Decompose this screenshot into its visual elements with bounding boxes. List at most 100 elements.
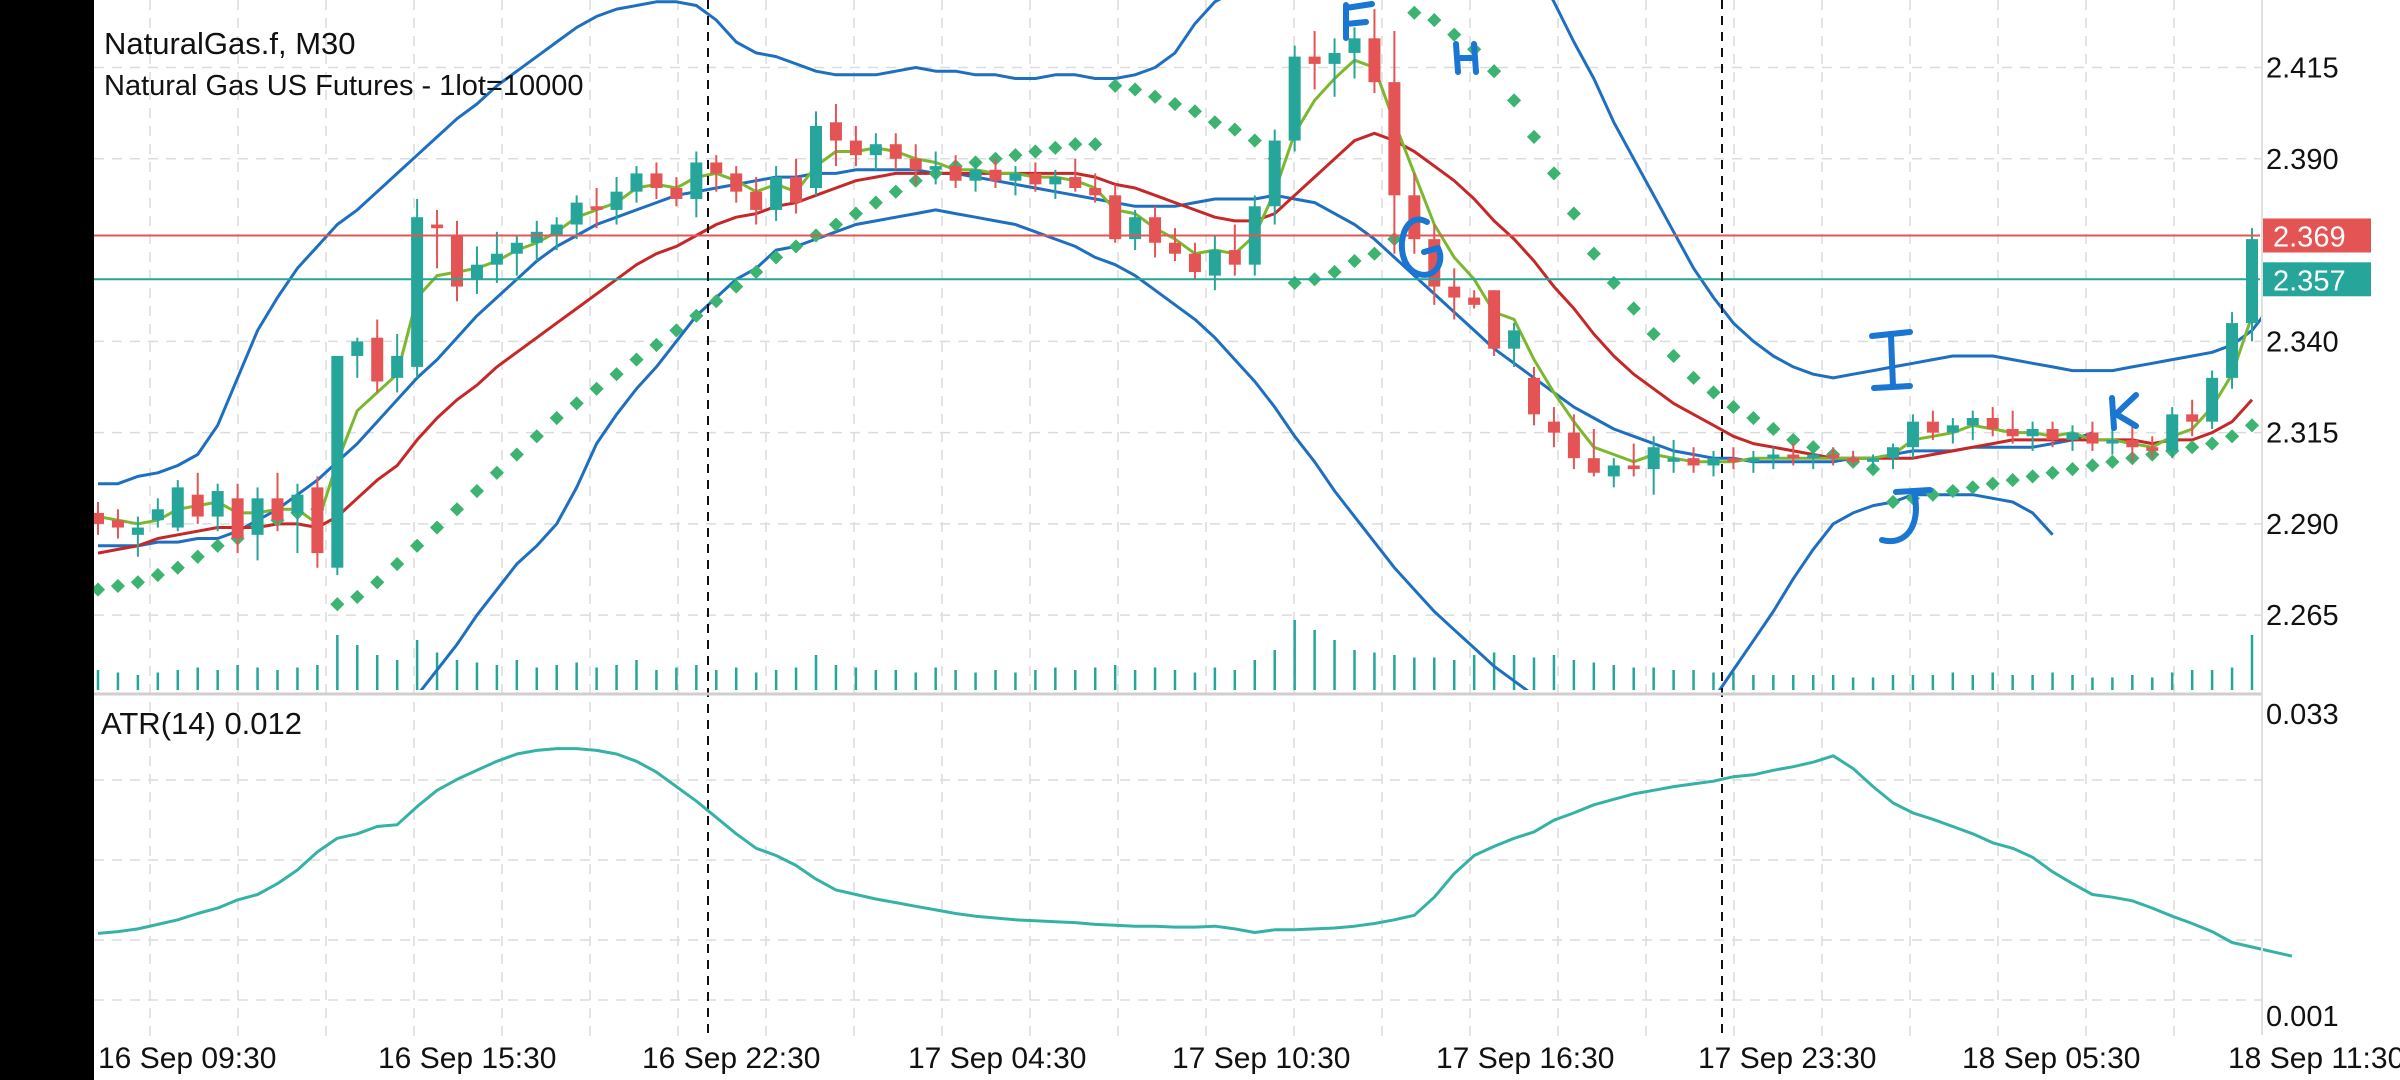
candle <box>770 166 783 221</box>
candle <box>1308 31 1321 90</box>
sar-dot <box>1985 476 2000 491</box>
candle <box>570 195 583 240</box>
candle <box>211 483 224 532</box>
candle <box>1687 447 1700 473</box>
candle-body <box>490 253 503 265</box>
candle <box>451 220 463 302</box>
candles[interactable] <box>92 9 2258 575</box>
price-lines: 2.369 2.357 <box>94 218 2371 297</box>
sar-dot <box>868 195 883 210</box>
candle-body <box>1867 458 1880 462</box>
grid <box>94 0 2262 1040</box>
candle-body <box>1049 177 1062 185</box>
candle-body <box>710 162 723 174</box>
candle <box>1966 410 1979 440</box>
candle <box>530 220 543 262</box>
candle <box>1448 268 1461 320</box>
candle <box>1986 407 1999 437</box>
bollinger-upper-line <box>98 0 2262 486</box>
atr-axis-top: 0.033 <box>2266 699 2339 731</box>
candle-body <box>869 144 882 156</box>
candle <box>251 487 264 561</box>
candle-body <box>1268 140 1281 207</box>
candle-body <box>131 527 144 535</box>
sar-dot <box>1227 122 1242 137</box>
candle <box>1667 439 1680 473</box>
sar-dot <box>390 556 405 572</box>
sar-dot <box>170 560 185 575</box>
candle <box>2246 228 2258 342</box>
candle-body <box>1089 188 1102 196</box>
candle <box>949 155 962 189</box>
candle-body <box>1069 177 1082 189</box>
candle <box>1647 436 1660 495</box>
candle-body <box>411 217 424 367</box>
candle <box>869 133 882 170</box>
atr-line <box>97 747 2293 958</box>
candle <box>989 158 1002 189</box>
sar-dot <box>489 465 504 480</box>
candle-body <box>291 494 304 513</box>
sar-dot <box>1706 385 1721 400</box>
candle-body <box>2106 439 2119 444</box>
annotation-g <box>1398 216 1444 278</box>
sar-dot <box>1427 13 1442 28</box>
candle <box>1089 173 1102 203</box>
candle <box>2206 370 2219 429</box>
candle-body <box>670 188 683 199</box>
candle-body <box>1129 217 1142 240</box>
sar-dot <box>589 381 604 396</box>
annotation-j <box>1879 487 1933 545</box>
candle-body <box>929 166 942 170</box>
candle-body <box>2026 428 2039 437</box>
sar-dot <box>1546 166 1562 181</box>
candle <box>1188 242 1201 280</box>
candle <box>2046 421 2059 448</box>
candle-body <box>1149 217 1162 243</box>
candle <box>2146 436 2159 459</box>
candle <box>1926 410 1939 440</box>
candle <box>1847 450 1860 466</box>
time-tick-label: 16 Sep 22:30 <box>642 1042 821 1075</box>
candle <box>1627 443 1640 477</box>
candle-body <box>2046 428 2059 440</box>
candle <box>550 217 563 251</box>
candle-body <box>1567 432 1580 459</box>
candle <box>969 162 982 192</box>
candle <box>1887 443 1899 470</box>
sar-dot <box>749 264 764 280</box>
candle <box>1946 418 1959 444</box>
candle <box>2126 425 2139 462</box>
time-tick-label: 17 Sep 23:30 <box>1698 1042 1877 1075</box>
candle <box>1508 323 1521 367</box>
candle-body <box>1986 418 1999 429</box>
candle-body <box>431 224 444 229</box>
candle-body <box>1348 38 1361 53</box>
candle-body <box>231 498 244 539</box>
candle-body <box>1528 377 1540 415</box>
sar-dot <box>1945 483 1960 499</box>
candle-body <box>1488 290 1501 349</box>
sar-dot <box>449 502 465 517</box>
candle <box>730 166 743 203</box>
sar-dot <box>370 575 385 590</box>
sar-dot <box>1626 301 1641 316</box>
annotation-i <box>1869 329 1913 391</box>
candle-body <box>630 173 643 192</box>
sar-dot <box>1407 5 1422 20</box>
candle-body <box>171 487 184 528</box>
sar-dot <box>1367 246 1382 261</box>
candle-body <box>650 173 663 189</box>
candle-body <box>111 520 124 528</box>
annotation-f <box>1343 1 1375 41</box>
candle-body <box>1587 458 1600 473</box>
candle <box>431 209 444 269</box>
annotation-h <box>1453 41 1479 75</box>
sar-dot <box>529 429 544 444</box>
candle-body <box>829 122 842 141</box>
candle-body <box>2186 414 2199 422</box>
sar-dot <box>1327 264 1342 280</box>
candle <box>1787 443 1800 466</box>
candle-body <box>550 224 563 236</box>
